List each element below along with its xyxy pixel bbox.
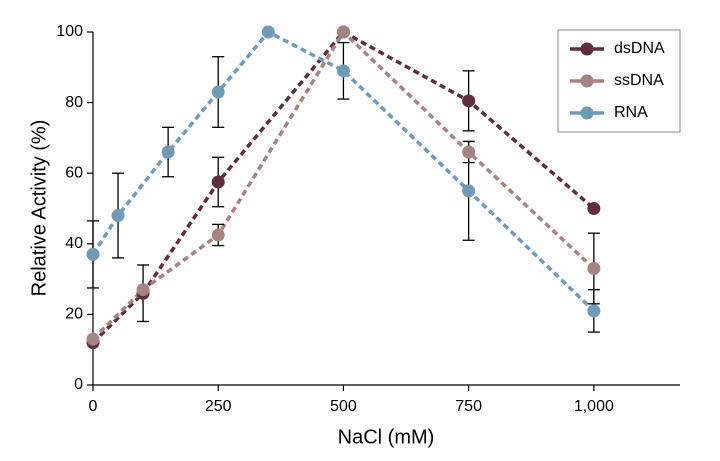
legend-label: RNA bbox=[614, 104, 648, 121]
x-tick-label: 250 bbox=[205, 398, 232, 415]
marker bbox=[462, 94, 476, 108]
y-axis-title: Relative Activity (%) bbox=[28, 120, 50, 297]
line bbox=[91, 29, 595, 344]
marker bbox=[587, 262, 601, 276]
x-tick-label: 1,000 bbox=[574, 398, 614, 415]
legend-marker bbox=[580, 106, 594, 120]
legend-label: ssDNA bbox=[614, 72, 664, 89]
y-tick-label: 100 bbox=[56, 23, 83, 40]
marker bbox=[462, 184, 476, 198]
legend-marker bbox=[580, 42, 594, 56]
marker bbox=[336, 25, 350, 39]
marker bbox=[211, 175, 225, 189]
legend-marker bbox=[580, 74, 594, 88]
marker bbox=[336, 64, 350, 78]
x-axis-title: NaCl (mM) bbox=[338, 426, 435, 448]
marker bbox=[111, 209, 125, 223]
marker bbox=[587, 304, 601, 318]
x-tick-label: 500 bbox=[330, 398, 357, 415]
marker bbox=[136, 283, 150, 297]
y-tick-label: 60 bbox=[65, 164, 83, 181]
line bbox=[91, 29, 596, 341]
marker bbox=[211, 85, 225, 99]
marker bbox=[462, 145, 476, 159]
y-tick-label: 20 bbox=[65, 306, 83, 323]
marker bbox=[261, 25, 275, 39]
y-tick-label: 0 bbox=[74, 376, 83, 393]
y-tick-label: 40 bbox=[65, 235, 83, 252]
x-tick-label: 750 bbox=[455, 398, 482, 415]
line bbox=[91, 29, 596, 313]
marker bbox=[587, 202, 601, 215]
legend-label: dsDNA bbox=[614, 40, 665, 57]
marker bbox=[86, 247, 100, 261]
marker bbox=[211, 228, 225, 242]
x-tick-label: 0 bbox=[89, 398, 98, 415]
marker bbox=[86, 332, 100, 346]
y-tick-label: 80 bbox=[65, 94, 83, 111]
marker bbox=[161, 145, 175, 159]
